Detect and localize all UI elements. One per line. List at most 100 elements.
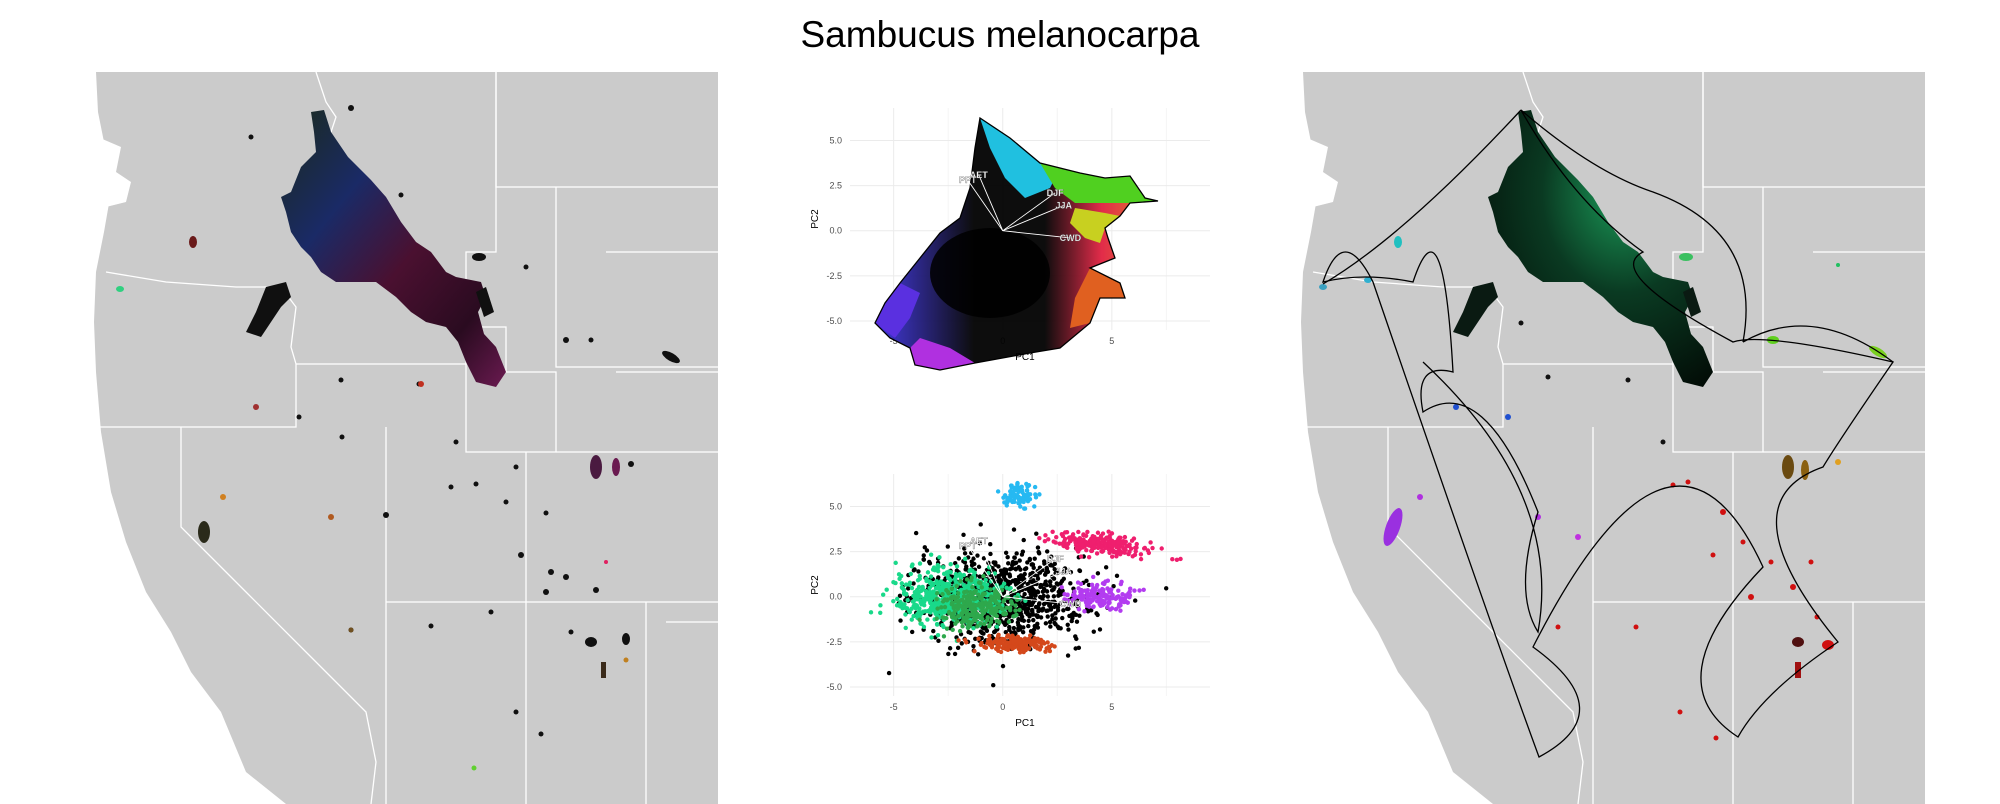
- scatter-point: [915, 611, 920, 617]
- scatter-point: [942, 609, 948, 615]
- scatter-point: [1072, 601, 1078, 607]
- scatter-point: [991, 682, 996, 688]
- scatter-point: [1002, 567, 1007, 572]
- scatter-point: [944, 588, 949, 593]
- scatter-point: [1150, 545, 1155, 551]
- range-blob: [1319, 284, 1327, 290]
- scatter-point: [1037, 601, 1042, 606]
- scatter-point: [968, 630, 973, 636]
- scatter-point: [1022, 567, 1028, 572]
- range-dots: [1555, 479, 1820, 741]
- scatter-point: [963, 567, 968, 572]
- scatter-point: [1032, 504, 1037, 509]
- scatter-point: [1008, 585, 1013, 591]
- scatter-point: [960, 598, 965, 603]
- scatter-point: [1028, 633, 1033, 638]
- scatter-point: [977, 574, 983, 579]
- scatter-point: [1074, 619, 1080, 624]
- scatter-point: [1141, 546, 1147, 551]
- scatter-point: [1001, 598, 1007, 603]
- scatter-point: [1072, 595, 1078, 600]
- scatter-point: [1003, 611, 1009, 617]
- range-blob: [590, 455, 602, 479]
- scatter-point: [1052, 585, 1057, 590]
- scatter-point: [909, 606, 914, 611]
- scatter-point: [1013, 603, 1018, 608]
- scatter-point: [1007, 614, 1012, 619]
- scatter-point: [1126, 551, 1131, 557]
- scatter-point: [1113, 550, 1119, 555]
- scatter-point: [1041, 586, 1047, 592]
- left-map-svg: [86, 72, 718, 804]
- scatter-point: [886, 670, 892, 676]
- scatter-point: [1069, 618, 1074, 624]
- scatter-point: [1032, 484, 1038, 490]
- y-tick-label: 2.5: [829, 547, 842, 557]
- range-blob: [198, 521, 210, 543]
- scatter-point: [1010, 562, 1015, 568]
- scatter-point: [919, 588, 924, 593]
- range-blob: [189, 236, 197, 248]
- scatter-point: [1076, 606, 1082, 612]
- range-blob: [1679, 253, 1693, 261]
- scatter-point: [1041, 601, 1047, 607]
- scatter-point: [954, 564, 960, 569]
- scatter-point: [1012, 499, 1017, 504]
- range-blob: [1782, 455, 1794, 479]
- scatter-point: [1128, 586, 1133, 591]
- scatter-point: [976, 614, 982, 619]
- scatter-point: [1073, 634, 1078, 639]
- scatter-point: [1063, 597, 1068, 602]
- scatter-point: [911, 613, 916, 619]
- scatter-point: [1073, 542, 1079, 548]
- scatter-point: [1003, 642, 1008, 648]
- scatter-point: [1178, 556, 1183, 562]
- scatter-point: [1017, 626, 1022, 631]
- scatter-point: [921, 624, 927, 630]
- scatter-point: [940, 592, 945, 597]
- scatter-point: [907, 580, 913, 585]
- scatter-point: [998, 578, 1004, 583]
- scatter-point: [1127, 542, 1132, 547]
- scatter-point: [916, 569, 921, 574]
- scatter-point: [992, 571, 998, 576]
- state-borders: [1293, 72, 1925, 804]
- scatter-point: [1114, 554, 1119, 559]
- scatter-point: [904, 592, 909, 597]
- scatter-point: [942, 604, 948, 610]
- scatter-point: [1078, 554, 1084, 559]
- scatter-point: [1045, 569, 1051, 575]
- scatter-point: [931, 628, 936, 634]
- ocean: [86, 72, 286, 804]
- scatter-point: [1103, 541, 1108, 546]
- scatter-point: [1011, 493, 1016, 498]
- scatter-point: [1122, 550, 1127, 555]
- scatter-point: [1001, 620, 1006, 625]
- scatter-point: [912, 597, 917, 603]
- scatter-point: [928, 600, 933, 606]
- loading-label: JJA: [1056, 566, 1073, 576]
- scatter-point: [903, 605, 908, 611]
- y-tick-label: 0.0: [829, 592, 842, 602]
- scatter-point: [1081, 594, 1086, 600]
- range-dot: [623, 657, 629, 663]
- scatter-point: [1061, 608, 1066, 613]
- scatter-point: [968, 590, 973, 595]
- x-tick-label: -5: [890, 702, 898, 712]
- scatter-point: [907, 609, 913, 615]
- scatter-point: [1006, 619, 1012, 624]
- scatter-point: [1007, 579, 1012, 585]
- scatter-point: [941, 634, 947, 639]
- scatter-point: [1118, 596, 1124, 601]
- scatter-point: [1013, 638, 1018, 643]
- scatter-point: [924, 548, 930, 553]
- scatter-point: [1013, 567, 1019, 572]
- scatter-point: [971, 589, 977, 595]
- scatter-point: [1042, 582, 1047, 587]
- scatter-point: [1123, 539, 1128, 545]
- scatter-point: [925, 570, 931, 575]
- scatter-point: [1121, 599, 1127, 605]
- range-blob: [1394, 236, 1402, 248]
